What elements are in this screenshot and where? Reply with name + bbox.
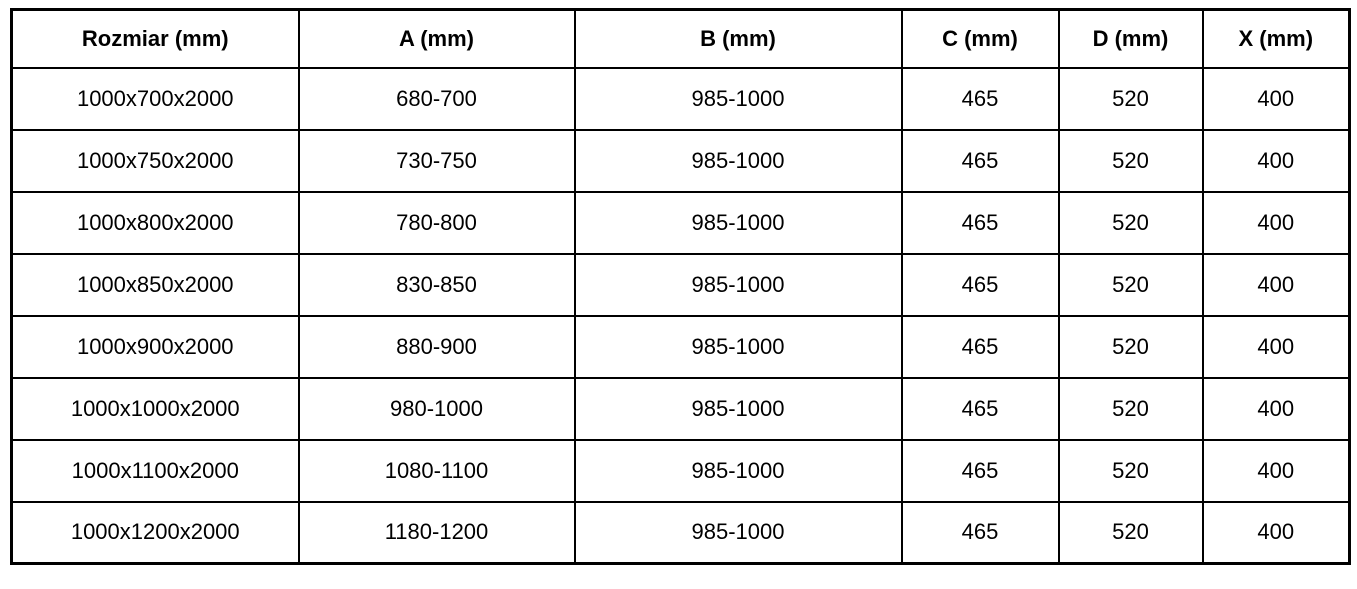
table-cell: 980-1000 [297,376,576,441]
table-cell: 465 [900,314,1060,379]
table-cell: 520 [1057,128,1204,193]
column-header: X (mm) [1201,8,1351,69]
column-header: D (mm) [1057,8,1204,69]
header-row: Rozmiar (mm) A (mm) B (mm) C (mm) D (mm) X (m… [10,8,1351,69]
table-cell: 780-800 [297,190,576,255]
table-row: 1000x800x2000 780-800 985-1000 465 520 400 [10,190,1351,255]
table-cell: 465 [900,66,1060,131]
table-cell: 985-1000 [573,314,903,379]
table-row: 1000x900x2000 880-900 985-1000 465 520 400 [10,314,1351,379]
table-cell: 400 [1201,66,1351,131]
table-cell: 400 [1201,190,1351,255]
table-cell: 1000x700x2000 [10,66,300,131]
table-cell: 1000x1000x2000 [10,376,300,441]
table-cell: 985-1000 [573,438,903,503]
table-row: 1000x1100x2000 1080-1100 985-1000 465 520 400 [10,438,1351,503]
table-cell: 1000x750x2000 [10,128,300,193]
table-cell: 465 [900,190,1060,255]
table-cell: 465 [900,500,1060,565]
table-cell: 400 [1201,376,1351,441]
table-cell: 520 [1057,66,1204,131]
table-cell: 985-1000 [573,500,903,565]
table-cell: 880-900 [297,314,576,379]
table-cell: 985-1000 [573,252,903,317]
table-cell: 520 [1057,376,1204,441]
table-cell: 1000x900x2000 [10,314,300,379]
table-cell: 1180-1200 [297,500,576,565]
table-row: 1000x1000x2000 980-1000 985-1000 465 520 400 [10,376,1351,441]
table-cell: 400 [1201,500,1351,565]
table-cell: 465 [900,376,1060,441]
table-cell: 465 [900,438,1060,503]
table-cell: 730-750 [297,128,576,193]
table-cell: 520 [1057,314,1204,379]
column-header: B (mm) [573,8,903,69]
table-cell: 400 [1201,128,1351,193]
column-header: A (mm) [297,8,576,69]
table-cell: 1000x1200x2000 [10,500,300,565]
table-cell: 985-1000 [573,66,903,131]
table-cell: 520 [1057,252,1204,317]
table-cell: 830-850 [297,252,576,317]
table-cell: 1000x1100x2000 [10,438,300,503]
table-cell: 465 [900,252,1060,317]
column-header: C (mm) [900,8,1060,69]
table-container: Rozmiar (mm) A (mm) B (mm) C (mm) D (mm) X (m… [10,8,1351,565]
table-cell: 985-1000 [573,128,903,193]
table-cell: 1000x850x2000 [10,252,300,317]
table-cell: 400 [1201,314,1351,379]
table-body: 1000x700x2000 680-700 985-1000 465 520 400 100… [10,66,1351,565]
table-cell: 520 [1057,190,1204,255]
table-row: 1000x850x2000 830-850 985-1000 465 520 400 [10,252,1351,317]
table-cell: 680-700 [297,66,576,131]
table-cell: 520 [1057,500,1204,565]
table-cell: 985-1000 [573,190,903,255]
table-cell: 1080-1100 [297,438,576,503]
table-cell: 985-1000 [573,376,903,441]
table-row: 1000x750x2000 730-750 985-1000 465 520 400 [10,128,1351,193]
table-row: 1000x700x2000 680-700 985-1000 465 520 400 [10,66,1351,131]
table-cell: 400 [1201,438,1351,503]
table-cell: 465 [900,128,1060,193]
size-spec-table: Rozmiar (mm) A (mm) B (mm) C (mm) D (mm) X (m… [10,8,1351,565]
table-cell: 1000x800x2000 [10,190,300,255]
column-header: Rozmiar (mm) [10,8,300,69]
table-row: 1000x1200x2000 1180-1200 985-1000 465 520 400 [10,500,1351,565]
table-cell: 400 [1201,252,1351,317]
table-cell: 520 [1057,438,1204,503]
